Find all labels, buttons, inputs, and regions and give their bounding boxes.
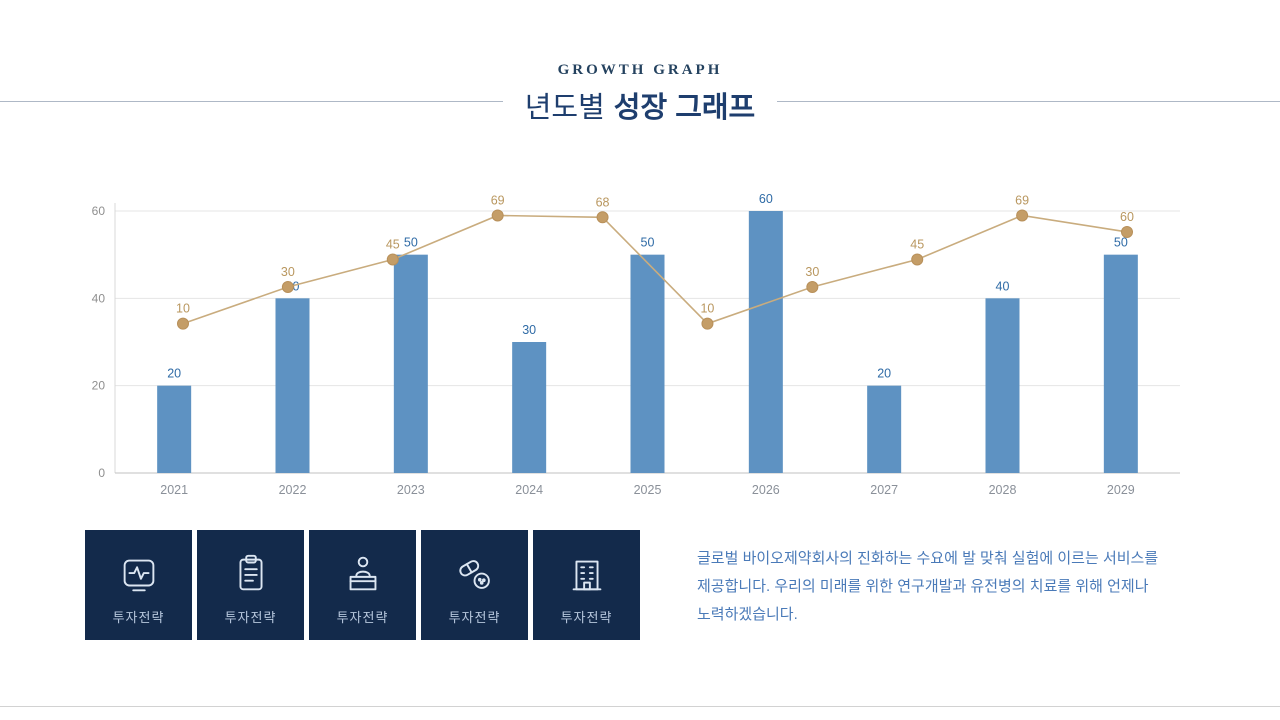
strategy-tile: 투자전략 [421, 530, 528, 640]
growth-graph-chart: 0 20 40 60 2021 2022 2023 2024 2025 2026 2027 2028 2… [92, 192, 1180, 497]
slide-subtitle: GROWTH GRAPH [557, 62, 723, 78]
title-rule-right [777, 101, 1280, 102]
line-point [177, 317, 189, 330]
bar-value-label: 50 [1114, 236, 1128, 250]
strategy-tiles: 투자전략 투자전략 투자전략 투자전략 투자전략 [85, 530, 640, 640]
y-tick-label: 40 [92, 291, 106, 305]
bar-value-label: 50 [641, 236, 655, 250]
strategy-tile-label: 투자전략 [224, 610, 277, 625]
bar-2022 [275, 298, 310, 473]
pills-icon [452, 550, 498, 598]
line-point [806, 280, 819, 293]
building-icon [564, 550, 610, 598]
line-point [1016, 209, 1029, 222]
title-rule-left [0, 101, 503, 102]
pulse-monitor-icon [116, 550, 162, 598]
strategy-tile: 투자전략 [197, 530, 304, 640]
line-point [701, 317, 714, 330]
bar-2024 [512, 342, 547, 473]
line-point [491, 209, 504, 222]
line-point [1121, 225, 1133, 238]
line-value-label: 45 [386, 237, 400, 251]
bar-2028 [985, 298, 1020, 473]
bar-2025 [630, 254, 665, 473]
bar-value-label: 30 [522, 323, 536, 337]
line-value-label: 10 [176, 302, 190, 316]
line-point [911, 253, 924, 266]
bar-value-label: 40 [996, 279, 1010, 293]
strategy-tile: 투자전략 [533, 530, 640, 640]
line-point [596, 211, 609, 224]
x-category-label: 2025 [634, 483, 662, 497]
bar-2023 [393, 254, 428, 473]
strategy-tile: 투자전략 [85, 530, 192, 640]
page-title-light: 년도별 [524, 92, 605, 124]
y-tick-label: 0 [98, 466, 105, 480]
x-category-label: 2026 [752, 483, 780, 497]
strategy-tile-label: 투자전략 [448, 610, 501, 625]
line-value-label: 45 [910, 237, 924, 251]
bar-2029 [1103, 254, 1138, 473]
x-category-label: 2023 [397, 483, 425, 497]
bar-2021 [157, 385, 192, 473]
footer-rule [0, 706, 1280, 707]
line-value-label: 60 [1120, 210, 1134, 224]
x-category-label: 2028 [989, 483, 1017, 497]
x-category-label: 2021 [160, 483, 188, 497]
bar-value-label: 50 [404, 236, 418, 250]
strategy-tile: 투자전략 [309, 530, 416, 640]
description-text: 글로벌 바이오제약회사의 진화하는 수요에 발 맞춰 실험에 이르는 서비스를 … [697, 550, 1159, 623]
line-value-label: 30 [281, 265, 295, 279]
page-title-bold: 성장 그래프 [613, 92, 756, 124]
reception-desk-icon [340, 550, 386, 598]
x-category-label: 2029 [1107, 483, 1135, 497]
strategy-tile-label: 투자전략 [112, 610, 165, 625]
x-category-label: 2027 [870, 483, 898, 497]
line-value-label: 10 [700, 302, 714, 316]
bar-2027 [867, 385, 902, 473]
strategy-tile-label: 투자전략 [336, 610, 389, 625]
bar-value-label: 20 [167, 367, 181, 381]
x-category-label: 2024 [515, 483, 543, 497]
x-category-label: 2022 [279, 483, 307, 497]
line-value-label: 69 [1015, 193, 1029, 207]
bar-2026 [748, 211, 783, 473]
trend-line [182, 214, 1128, 325]
y-tick-label: 60 [92, 204, 106, 218]
y-tick-label: 20 [92, 379, 106, 393]
line-point [386, 253, 399, 266]
line-value-label: 69 [491, 193, 505, 207]
line-value-label: 30 [805, 265, 819, 279]
page-title: 년도별 성장 그래프 [0, 84, 1280, 126]
bar-value-label: 60 [759, 192, 773, 206]
line-point [281, 280, 294, 293]
line-value-label: 68 [596, 195, 610, 209]
bar-value-label: 20 [877, 367, 891, 381]
clipboard-icon [228, 550, 274, 598]
strategy-tile-label: 투자전략 [560, 610, 613, 625]
